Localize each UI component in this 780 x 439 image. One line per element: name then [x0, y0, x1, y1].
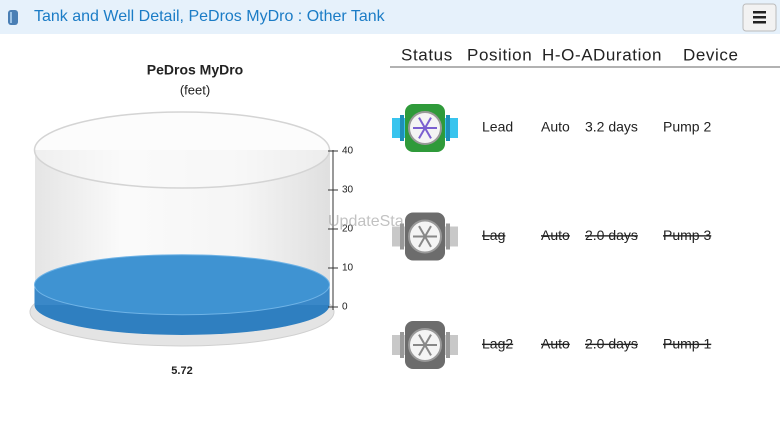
tank-top [33, 111, 331, 189]
pipe-flange [446, 332, 450, 358]
scale-label: 0 [342, 302, 348, 313]
pump-icon [392, 104, 458, 152]
impeller [424, 225, 432, 238]
scale-label: 10 [342, 263, 354, 274]
pump-icon [392, 321, 458, 369]
pipe-flange [400, 332, 404, 358]
tank-icon [8, 10, 18, 25]
cell-device: Pump 1 [663, 336, 711, 352]
cell-position: Lag2 [482, 336, 513, 352]
tank-subtitle: (feet) [180, 82, 210, 97]
cell-hoa: Auto [541, 336, 570, 352]
menu-button[interactable] [742, 3, 777, 32]
cell-hoa: Auto [541, 119, 570, 135]
pipe-flange [446, 115, 450, 141]
pipe-flange [400, 223, 404, 250]
tank-title: PeDros MyDro [147, 62, 243, 78]
cell-device: Pump 2 [663, 119, 711, 135]
cell-device: Pump 3 [663, 227, 711, 243]
pipe-flange [400, 115, 404, 141]
impeller [424, 117, 432, 129]
impeller [418, 235, 426, 248]
scale-label: 40 [342, 146, 354, 157]
column-header: Device [683, 45, 739, 64]
scale-label: 30 [342, 185, 354, 196]
impeller [418, 117, 426, 129]
water-surface [34, 254, 330, 316]
table: Status Position H-O-A Duration Device Lead Aut… [390, 45, 780, 369]
header-bar [0, 0, 780, 34]
scale-label: 20 [342, 224, 354, 235]
cell-duration: 2.0 days [585, 227, 638, 243]
tank-value: 5.72 [171, 365, 192, 377]
column-header: Status [401, 45, 453, 64]
impeller [424, 344, 432, 356]
cell-duration: 3.2 days [585, 119, 638, 135]
page-title: Tank and Well Detail, PeDros MyDro : Oth… [34, 8, 386, 25]
pump-icon [392, 212, 458, 261]
cell-hoa: Auto [541, 227, 570, 243]
column-header: H-O-A [542, 45, 593, 64]
impeller [424, 127, 432, 139]
pipe-flange [446, 223, 450, 250]
impeller [424, 235, 432, 248]
impeller [418, 127, 426, 139]
impeller [424, 334, 432, 346]
cell-duration: 2.0 days [585, 336, 638, 352]
cell-position: Lag [482, 227, 505, 243]
column-header: Position [467, 45, 532, 64]
watermark: UpdateSta [328, 213, 404, 230]
impeller [418, 344, 426, 356]
impeller [418, 225, 426, 238]
impeller [418, 334, 426, 346]
cell-position: Lead [482, 119, 513, 135]
column-header: Duration [593, 45, 662, 64]
